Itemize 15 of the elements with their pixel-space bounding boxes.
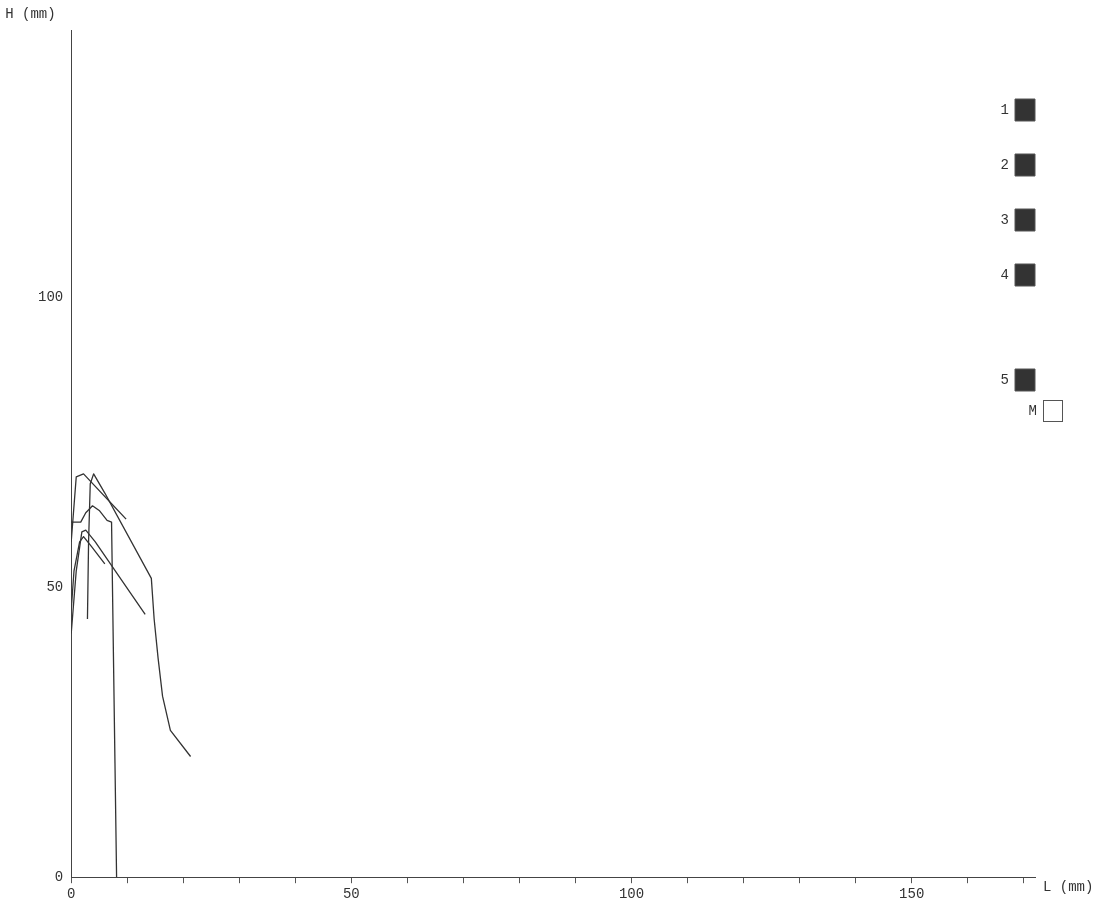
legend-label: 4 xyxy=(1000,266,1009,283)
y-tick-label: 100 xyxy=(37,288,64,305)
x-axis-title: L (mm) xyxy=(1043,878,1094,895)
y-tick-label: 0 xyxy=(54,868,64,885)
x-tick-label: 100 xyxy=(618,886,645,903)
x-tick-label: 0 xyxy=(67,886,76,903)
annotation: M xyxy=(1028,403,1037,419)
legend-label: 3 xyxy=(1000,211,1009,228)
y-tick-label: 50 xyxy=(46,578,64,595)
x-tick-label: 150 xyxy=(899,886,925,903)
legend-label: 1 xyxy=(1000,101,1009,118)
legend-label: 5 xyxy=(1000,371,1009,388)
y-axis-title: H (mm) xyxy=(5,5,56,22)
legend-label: 2 xyxy=(1000,156,1009,173)
x-tick-label: 50 xyxy=(342,886,360,903)
